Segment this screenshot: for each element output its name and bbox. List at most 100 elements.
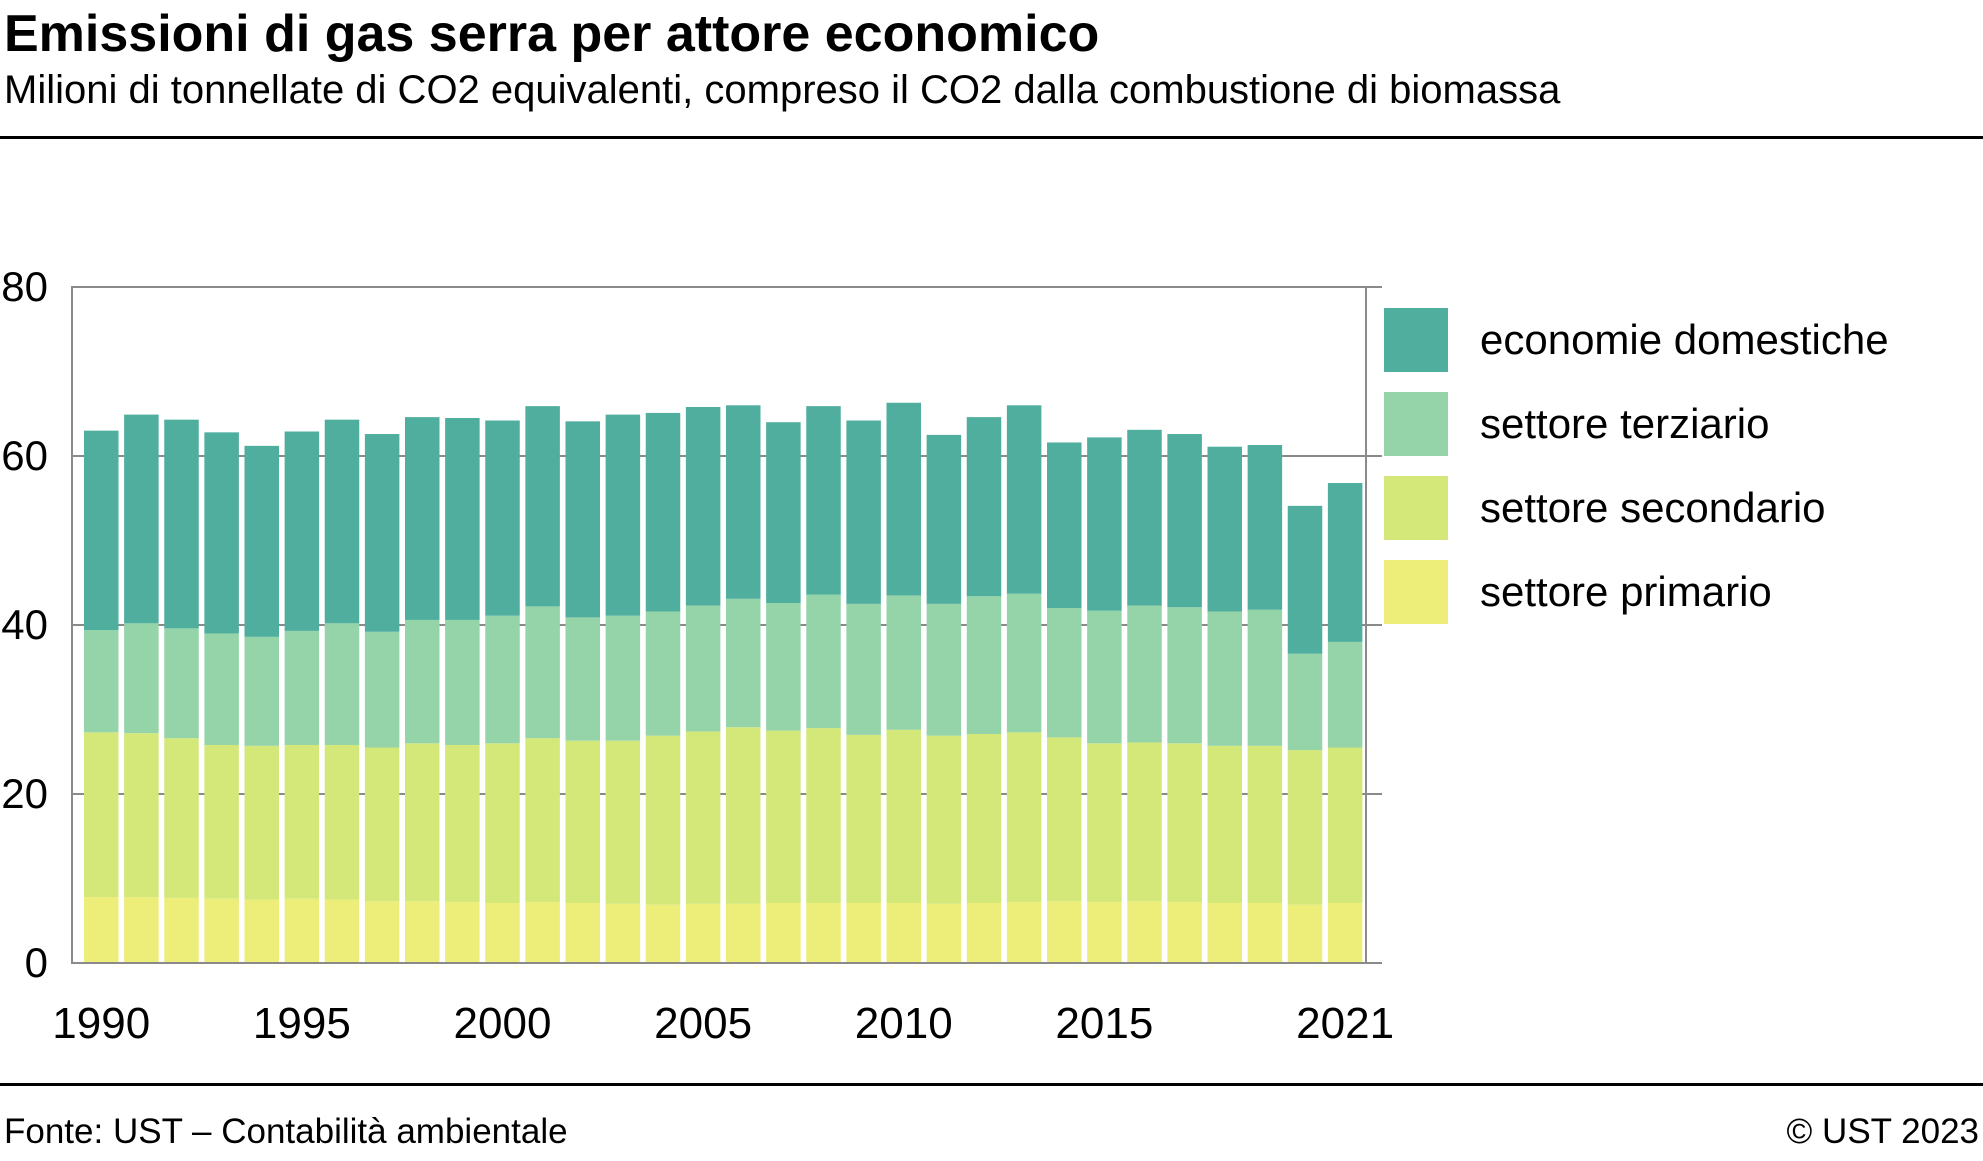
bar-economie-domestiche-1997 xyxy=(364,434,400,632)
bar-settore-secondario-2005 xyxy=(685,731,721,904)
y-tick-label: 0 xyxy=(25,939,48,986)
bar-settore-primario-1999 xyxy=(445,902,480,963)
bar-settore-primario-2002 xyxy=(565,903,601,963)
bar-settore-primario-1995 xyxy=(284,898,320,963)
bar-economie-domestiche-2009 xyxy=(846,420,881,604)
bar-settore-primario-2016 xyxy=(1127,901,1162,963)
bar-economie-domestiche-2015 xyxy=(1087,437,1122,611)
bar-settore-secondario-1991 xyxy=(124,733,159,898)
bar-settore-primario-1998 xyxy=(405,901,440,963)
bar-settore-terziario-1992 xyxy=(164,628,199,739)
bar-settore-terziario-2003 xyxy=(605,615,641,741)
legend-swatch xyxy=(1384,476,1448,540)
chart-subtitle: Milioni di tonnellate di CO2 equivalenti… xyxy=(4,68,1561,112)
bar-economie-domestiche-2020 xyxy=(1287,505,1323,654)
bar-settore-terziario-2007 xyxy=(766,603,801,731)
bar-settore-secondario-2012 xyxy=(966,734,1002,904)
bar-settore-terziario-2019 xyxy=(1247,609,1283,746)
bar-settore-terziario-2021 xyxy=(1327,641,1363,748)
bar-settore-primario-2020 xyxy=(1287,904,1323,963)
bar-settore-secondario-1996 xyxy=(324,744,360,900)
bar-economie-domestiche-1998 xyxy=(405,417,440,620)
bar-settore-primario-1990 xyxy=(84,897,119,963)
bar-economie-domestiche-1992 xyxy=(164,419,199,629)
bar-settore-primario-1991 xyxy=(124,897,159,963)
y-tick-label: 80 xyxy=(1,263,48,310)
bar-settore-primario-1994 xyxy=(244,899,280,963)
legend-swatch xyxy=(1384,560,1448,624)
top-divider xyxy=(0,136,1983,139)
bar-economie-domestiche-2010 xyxy=(886,402,922,596)
bar-settore-secondario-2003 xyxy=(605,740,641,904)
bar-economie-domestiche-2012 xyxy=(966,417,1002,597)
bar-economie-domestiche-2004 xyxy=(645,412,681,612)
bar-settore-secondario-1994 xyxy=(244,745,280,900)
bar-settore-primario-2003 xyxy=(605,903,641,963)
legend-swatch xyxy=(1384,392,1448,456)
source-note: Fonte: UST – Contabilità ambientale xyxy=(4,1112,568,1151)
bar-settore-terziario-1991 xyxy=(124,623,159,734)
legend-label: settore primario xyxy=(1480,568,1772,615)
bar-settore-secondario-2010 xyxy=(886,729,922,904)
bar-settore-secondario-2018 xyxy=(1207,745,1243,904)
legend-label: settore terziario xyxy=(1480,400,1770,447)
bar-settore-secondario-1999 xyxy=(445,744,480,903)
bar-settore-primario-1996 xyxy=(324,899,360,963)
bar-economie-domestiche-1999 xyxy=(445,417,480,620)
bar-settore-secondario-2004 xyxy=(645,735,681,905)
bar-economie-domestiche-1994 xyxy=(244,445,280,637)
bar-settore-secondario-2006 xyxy=(726,727,761,904)
bar-settore-secondario-2013 xyxy=(1006,732,1042,903)
bar-settore-primario-2007 xyxy=(766,903,801,963)
x-tick-label: 2010 xyxy=(855,999,953,1048)
chart-title: Emissioni di gas serra per attore econom… xyxy=(4,5,1100,63)
bar-economie-domestiche-2013 xyxy=(1006,405,1042,594)
bar-economie-domestiche-2019 xyxy=(1247,445,1283,610)
bar-settore-secondario-2017 xyxy=(1167,743,1202,903)
bottom-divider xyxy=(0,1083,1983,1086)
bar-settore-terziario-1997 xyxy=(364,631,400,748)
bar-settore-primario-2008 xyxy=(806,903,841,963)
x-tick-label: 2015 xyxy=(1055,999,1153,1048)
bar-settore-primario-2004 xyxy=(645,904,681,963)
bar-settore-secondario-2011 xyxy=(926,735,962,904)
bar-settore-terziario-2004 xyxy=(645,611,681,736)
bar-economie-domestiche-1993 xyxy=(204,432,239,634)
bar-settore-primario-2005 xyxy=(685,903,721,963)
x-tick-label: 1995 xyxy=(253,999,351,1048)
bar-settore-secondario-2001 xyxy=(525,738,560,903)
bar-economie-domestiche-2001 xyxy=(525,406,560,607)
bar-settore-terziario-2010 xyxy=(886,595,922,730)
bar-settore-secondario-1992 xyxy=(164,738,199,898)
bar-settore-secondario-2021 xyxy=(1327,747,1363,904)
bar-settore-primario-2017 xyxy=(1167,902,1202,963)
bar-settore-terziario-2006 xyxy=(726,598,761,728)
bar-settore-secondario-2008 xyxy=(806,728,841,904)
x-tick-label: 2005 xyxy=(654,999,752,1048)
bar-economie-domestiche-2008 xyxy=(806,406,841,595)
bar-economie-domestiche-2017 xyxy=(1167,434,1202,608)
bar-settore-primario-2014 xyxy=(1047,901,1082,963)
bar-settore-primario-2013 xyxy=(1006,902,1042,963)
bar-economie-domestiche-2000 xyxy=(485,420,520,616)
bar-settore-terziario-2015 xyxy=(1087,610,1122,744)
x-tick-label: 1990 xyxy=(52,999,150,1048)
x-tick-label: 2000 xyxy=(454,999,552,1048)
bar-settore-primario-2015 xyxy=(1087,902,1122,963)
bar-economie-domestiche-2003 xyxy=(605,414,641,616)
legend-label: settore secondario xyxy=(1480,484,1826,531)
bar-settore-primario-2009 xyxy=(846,903,881,963)
bar-settore-primario-1993 xyxy=(204,898,239,963)
bar-settore-secondario-1995 xyxy=(284,744,320,899)
bar-settore-secondario-1990 xyxy=(84,732,119,898)
bar-settore-terziario-2009 xyxy=(846,603,881,735)
bar-settore-primario-2019 xyxy=(1247,903,1283,963)
bar-settore-primario-2018 xyxy=(1207,903,1243,963)
bar-settore-terziario-2013 xyxy=(1006,593,1042,733)
bar-settore-terziario-1995 xyxy=(284,630,320,745)
y-tick-label: 20 xyxy=(1,770,48,817)
bar-settore-secondario-1993 xyxy=(204,744,239,899)
bar-settore-terziario-2011 xyxy=(926,603,962,736)
bar-settore-terziario-2008 xyxy=(806,594,841,729)
